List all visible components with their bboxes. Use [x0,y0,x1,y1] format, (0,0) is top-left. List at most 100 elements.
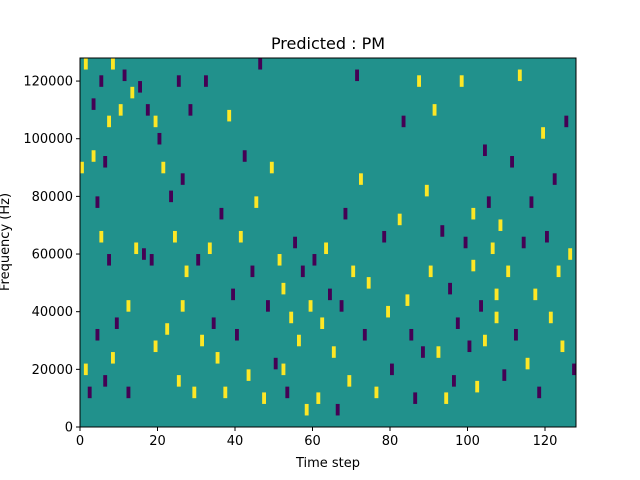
y-axis: 0 20000 40000 60000 80000 100000 120000 [23,75,80,436]
heatmap-cell [180,173,185,185]
heatmap-cell [382,230,387,243]
heatmap-cell [126,300,131,312]
plot-area [79,57,577,428]
heatmap-cell [192,386,197,399]
heatmap-cell [517,69,522,82]
heatmap-cell [173,230,177,243]
heatmap-cell [413,392,418,404]
heatmap-cell [111,58,115,70]
plot-frame [79,57,577,428]
y-tick-label: 80000 [32,190,73,205]
heatmap-cell [207,242,212,255]
heatmap-cell [83,363,88,376]
heatmap-cell [107,115,111,128]
heatmap-cell [204,75,208,87]
heatmap-cell [269,161,274,174]
heatmap-cell [459,75,464,87]
heatmap-cell [289,311,294,324]
heatmap-cell [498,219,503,231]
heatmap-cell [165,323,170,335]
heatmap-cell [428,265,433,278]
heatmap-cell [424,184,429,197]
heatmap-cell [397,213,402,226]
heatmap-cell [142,248,146,260]
heatmap-cell [122,69,127,82]
heatmap-cell [351,265,356,278]
heatmap-cell [548,311,553,324]
heatmap-cell [285,386,290,399]
heatmap-cell [556,265,561,278]
x-tick-label: 60 [304,434,321,449]
heatmap-cell [149,254,154,266]
heatmap-cell [510,156,514,168]
heatmap-cell [200,334,204,347]
y-tick-label: 0 [65,421,73,436]
heatmap-cell [99,75,104,87]
y-axis-label: Frequency (Hz) [0,193,13,291]
heatmap-cell [231,288,235,301]
heatmap-cell [436,346,441,358]
heatmap-cell [471,207,476,220]
heatmap-cell [95,196,100,208]
heatmap-cell [238,230,243,243]
heatmap-cell [483,334,487,347]
heatmap-cell [293,236,297,249]
heatmap-cell [161,161,166,174]
y-tick-label: 20000 [32,363,73,378]
heatmap-cell [103,375,108,387]
heatmap-cell [347,375,352,387]
heatmap-cell [366,277,371,289]
heatmap-cell [432,104,437,116]
heatmap-cell [153,115,158,128]
heatmap-cell [118,104,123,116]
heatmap-cell [95,328,100,341]
heatmap-cell [343,207,348,220]
heatmap-cell [475,380,480,393]
heatmap-cell [91,98,96,110]
heatmap-cell [114,317,119,329]
heatmap-cell [316,392,321,404]
heatmap-cell [176,75,181,87]
heatmap-cell [145,104,150,116]
heatmap-cell [273,357,278,370]
heatmap-cell [506,265,511,278]
heatmap-cell [103,156,108,168]
heatmap-cell [300,265,305,278]
heatmap-cell [564,115,569,128]
heatmap-cell [421,346,425,358]
heatmap-cell [409,328,414,341]
heatmap-cell [83,58,88,70]
heatmap-cells [80,58,576,416]
heatmap-cell [99,230,104,243]
heatmap-cell [153,340,158,353]
x-tick-label: 80 [382,434,399,449]
heatmap-cell [196,254,201,266]
heatmap-cell [444,392,449,404]
heatmap-cell [126,386,131,399]
heatmap-cell [494,311,499,324]
heatmap-cell [471,259,476,272]
heatmap-cell [552,173,557,185]
x-tick-label: 0 [76,434,84,449]
heatmap-cell [494,288,499,301]
heatmap-cell [157,132,162,145]
heatmap-cell [455,317,460,329]
heatmap-cell [176,375,181,387]
heatmap-cell [537,386,542,399]
heatmap-cell [359,173,363,185]
x-tick-label: 120 [533,434,558,449]
heatmap-cell [111,352,115,364]
heatmap-cell [533,288,538,301]
heatmap-cell [355,69,359,82]
heatmap-cell [242,150,247,162]
x-axis: 0 20 40 60 80 100 120 [76,427,558,449]
heatmap-cell [331,346,336,358]
heatmap-cell [483,144,487,157]
heatmap-cell [219,207,224,220]
heatmap-cell [87,386,92,399]
x-tick-label: 20 [149,434,166,449]
y-tick-label: 120000 [23,75,73,90]
heatmap-cell [277,254,282,266]
heatmap-cell [374,386,379,399]
